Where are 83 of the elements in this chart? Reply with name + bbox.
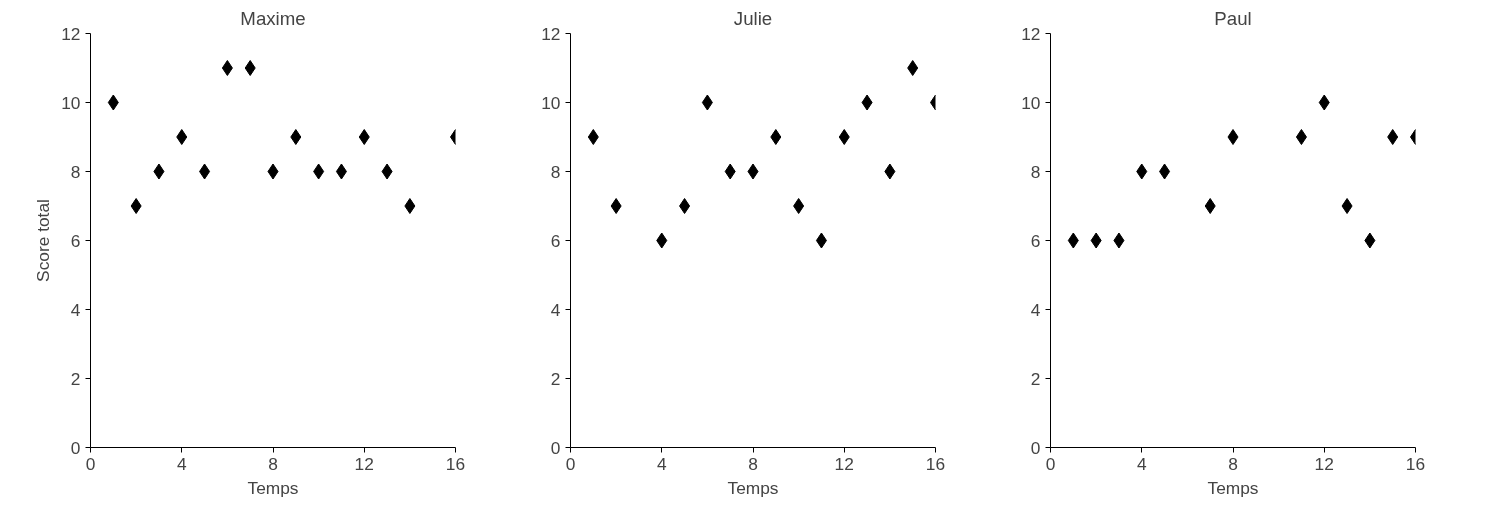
x-tick-label: 8 <box>748 453 758 474</box>
point <box>793 198 805 214</box>
point <box>907 60 919 76</box>
x-tick-label: 8 <box>1228 453 1238 474</box>
point <box>358 129 370 145</box>
point <box>838 129 850 145</box>
point <box>1318 94 1330 111</box>
chart-title: Paul <box>1214 7 1252 29</box>
y-tick-label: 8 <box>1030 161 1041 182</box>
x-tick-label: 4 <box>656 453 667 474</box>
y-tick-label: 0 <box>550 437 561 458</box>
point <box>1136 163 1148 180</box>
y-tick-label: 12 <box>1021 23 1041 44</box>
point <box>1067 232 1079 249</box>
x-tick-label: 8 <box>268 453 278 474</box>
point <box>153 163 165 180</box>
point <box>381 163 393 180</box>
y-tick-label: 6 <box>550 230 561 251</box>
x-axis-title: Temps <box>727 477 779 498</box>
point <box>701 94 713 111</box>
y-axis-title: Score total <box>33 199 54 282</box>
y-tick-label: 2 <box>1030 368 1041 389</box>
x-tick-label: 16 <box>925 453 946 474</box>
point <box>656 232 668 249</box>
point <box>1204 198 1216 214</box>
point <box>176 129 188 145</box>
y-tick-label: 4 <box>70 299 81 320</box>
y-tick-label: 8 <box>550 161 561 182</box>
point <box>244 60 256 76</box>
point <box>1341 198 1353 214</box>
point <box>290 129 302 145</box>
chart-title: Maxime <box>240 7 306 29</box>
y-tick-label: 6 <box>1030 230 1041 251</box>
point <box>815 232 827 249</box>
x-tick-label: 4 <box>1136 453 1147 474</box>
point <box>1090 232 1102 249</box>
point <box>587 129 599 145</box>
point <box>861 94 873 111</box>
point <box>1295 129 1307 145</box>
x-tick-label: 4 <box>176 453 187 474</box>
y-tick-label: 2 <box>550 368 561 389</box>
point <box>404 198 416 214</box>
x-tick-label: 16 <box>445 453 466 474</box>
y-tick-label: 8 <box>70 161 81 182</box>
x-tick-label: 0 <box>85 453 96 474</box>
y-tick-label: 12 <box>61 23 81 44</box>
y-tick-label: 0 <box>70 437 81 458</box>
y-tick-label: 2 <box>70 368 81 389</box>
point <box>267 163 279 180</box>
x-tick-label: 12 <box>354 453 374 474</box>
point <box>221 60 233 76</box>
x-tick-label: 12 <box>834 453 854 474</box>
y-tick-label: 0 <box>1030 437 1041 458</box>
point <box>335 163 347 180</box>
point <box>107 94 119 111</box>
y-tick-label: 10 <box>61 92 81 113</box>
point <box>313 163 325 180</box>
point <box>770 129 782 145</box>
y-tick-label: 10 <box>541 92 561 113</box>
point <box>199 163 211 180</box>
x-axis-title: Temps <box>1207 477 1259 498</box>
point <box>747 163 759 180</box>
point <box>1227 129 1239 145</box>
point <box>1387 129 1399 145</box>
x-axis-title: Temps <box>247 477 299 498</box>
point <box>610 198 622 214</box>
y-tick-label: 4 <box>1030 299 1041 320</box>
point <box>130 198 142 214</box>
y-tick-label: 12 <box>541 23 561 44</box>
point <box>1364 232 1376 249</box>
x-tick-label: 0 <box>1045 453 1056 474</box>
point <box>1159 163 1171 180</box>
chart-title: Julie <box>733 7 773 29</box>
y-tick-label: 10 <box>1021 92 1041 113</box>
point <box>724 163 736 180</box>
y-tick-label: 4 <box>550 299 561 320</box>
point <box>1113 232 1125 249</box>
point <box>884 163 896 180</box>
x-tick-label: 12 <box>1314 453 1334 474</box>
point <box>679 198 691 214</box>
x-tick-label: 0 <box>565 453 576 474</box>
x-tick-label: 16 <box>1405 453 1426 474</box>
y-tick-label: 6 <box>70 230 81 251</box>
